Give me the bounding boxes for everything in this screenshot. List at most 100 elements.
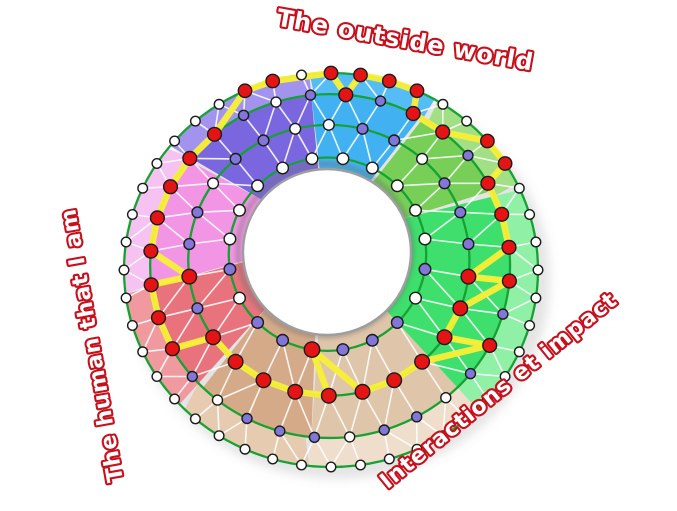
node-white	[499, 371, 511, 383]
node-white	[223, 232, 237, 246]
node-white	[296, 69, 308, 81]
node-purple	[336, 343, 350, 357]
ring-ellipse	[227, 156, 428, 352]
node-red	[164, 341, 181, 357]
node-purple	[308, 431, 321, 443]
mesh-line	[188, 238, 231, 245]
nodes	[118, 65, 544, 473]
mesh-line	[361, 128, 374, 169]
node-white	[118, 264, 130, 276]
node-white	[207, 177, 220, 190]
node-white	[213, 98, 225, 110]
node-white	[409, 203, 423, 217]
node-red	[386, 372, 403, 389]
node-red	[143, 277, 159, 293]
node-white	[524, 208, 536, 220]
node-white	[530, 292, 542, 304]
node-white	[383, 453, 395, 465]
node-purple	[365, 333, 379, 347]
node-white	[120, 292, 132, 304]
node-white	[355, 459, 367, 471]
mesh-line	[414, 209, 462, 214]
node-purple	[251, 316, 265, 330]
mesh-line	[424, 268, 462, 310]
node-red	[409, 83, 425, 99]
node-white	[524, 320, 536, 332]
node-white	[137, 182, 149, 194]
node-white	[239, 443, 251, 455]
node-white	[137, 346, 149, 358]
sector-wedge	[311, 310, 458, 438]
mesh-line	[414, 297, 446, 339]
node-purple	[462, 237, 475, 251]
node-white	[390, 179, 404, 193]
node-purple	[378, 424, 390, 436]
node-purple	[257, 134, 270, 147]
node-white	[305, 152, 319, 166]
node-red	[405, 105, 421, 122]
node-red	[494, 206, 510, 222]
node-purple	[304, 89, 317, 101]
node-white	[251, 179, 265, 193]
mesh-line	[196, 297, 241, 310]
node-white	[365, 161, 379, 175]
node-white	[151, 371, 163, 383]
node-white	[232, 291, 246, 305]
ring-ellipse	[149, 92, 512, 440]
mesh-line	[421, 360, 472, 375]
node-red	[497, 156, 513, 171]
mesh-line	[262, 101, 277, 142]
node-red	[460, 268, 477, 285]
node-purple	[237, 109, 250, 122]
mesh-line	[157, 275, 191, 319]
node-red	[303, 341, 321, 358]
node-white	[169, 135, 181, 147]
node-purple	[276, 333, 290, 347]
mesh-line	[502, 297, 537, 315]
node-purple	[223, 262, 237, 276]
node-white	[481, 393, 493, 405]
node-white	[120, 236, 132, 248]
node-purple	[356, 122, 369, 135]
node-white	[461, 413, 473, 425]
node-white	[437, 98, 449, 110]
node-white	[532, 264, 544, 276]
node-red	[354, 383, 371, 400]
node-red	[353, 67, 368, 83]
mesh-line	[216, 399, 220, 437]
mesh-line	[196, 268, 231, 310]
node-purple	[374, 95, 387, 107]
mesh-line	[383, 429, 418, 451]
node-white	[322, 118, 335, 131]
donut-hole	[235, 161, 415, 339]
mesh-line	[393, 131, 444, 142]
node-red	[237, 83, 253, 99]
sector-wedge	[150, 160, 262, 287]
mesh-line	[171, 307, 199, 350]
node-white	[437, 430, 449, 442]
mesh-line	[281, 339, 297, 393]
node-white	[418, 232, 432, 246]
mesh-line	[216, 379, 265, 401]
node-red	[480, 175, 496, 191]
node-white	[213, 430, 225, 442]
node-purple	[418, 262, 432, 276]
node-white	[411, 443, 423, 455]
mesh-line	[212, 182, 259, 187]
node-purple	[191, 206, 204, 219]
node-white	[325, 461, 337, 473]
node-white	[169, 393, 181, 405]
node-white	[189, 115, 201, 127]
node-white	[267, 453, 279, 465]
node-white	[126, 320, 138, 332]
node-red	[206, 126, 223, 142]
mesh-line	[294, 390, 316, 439]
mesh-line	[424, 238, 470, 245]
node-red	[452, 300, 469, 317]
node-red	[287, 383, 304, 400]
mesh-line	[442, 396, 447, 437]
node-white	[409, 291, 423, 305]
node-red	[338, 87, 354, 103]
node-purple	[229, 152, 242, 166]
node-red	[143, 243, 159, 259]
